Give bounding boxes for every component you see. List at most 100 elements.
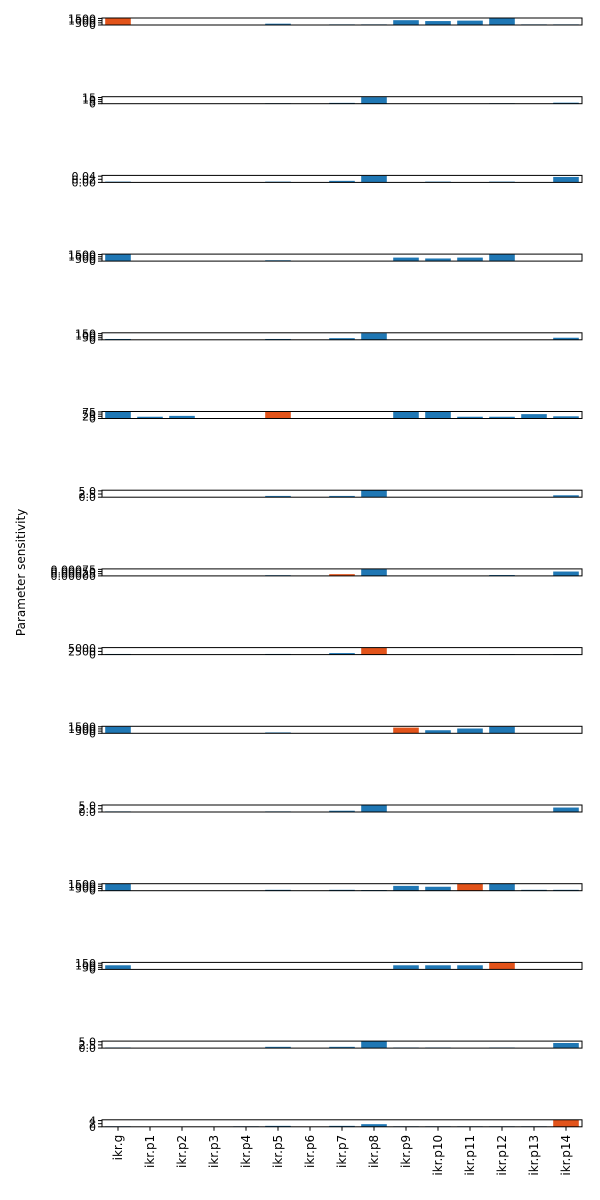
bar	[489, 18, 515, 25]
y-tick-label: 50	[82, 332, 96, 345]
bar	[393, 885, 419, 891]
y-tick-label: 1000	[68, 15, 96, 28]
x-tick-label: ikr.p12	[495, 1135, 509, 1176]
y-tick-label: 500	[75, 883, 96, 896]
bar	[393, 727, 419, 734]
axes-frame	[101, 253, 583, 262]
x-tick-label: ikr.p5	[271, 1135, 285, 1168]
bar	[329, 574, 355, 576]
y-tick-label: 0.00	[72, 176, 97, 189]
y-tick-label: 0.0	[79, 491, 97, 504]
x-tick-label: ikr.p14	[559, 1135, 573, 1176]
bar	[137, 416, 163, 419]
y-tick-label: 25	[82, 410, 96, 423]
bar	[393, 257, 419, 262]
bar	[105, 254, 131, 262]
bar	[329, 338, 355, 340]
y-tick-label: 0.0	[79, 806, 97, 819]
x-tick-label: ikr.p8	[367, 1135, 381, 1168]
y-tick-label: 0.00050	[51, 566, 97, 579]
bar	[361, 647, 387, 655]
bar	[265, 495, 291, 498]
axes-frame	[101, 1119, 583, 1128]
bar	[265, 1046, 291, 1049]
y-tick-label: 0.02	[72, 173, 97, 186]
y-tick-label: 0	[89, 727, 96, 740]
y-tick-label: 75	[82, 406, 96, 419]
y-tick-label: 0.00025	[51, 568, 97, 581]
y-tick-label: 1500	[68, 721, 96, 734]
bar	[553, 495, 579, 498]
x-tick-label: ikr.p13	[527, 1135, 541, 1176]
x-tick-label: ikr.p6	[303, 1135, 317, 1168]
y-tick-label: 5.0	[79, 485, 97, 498]
bar	[489, 726, 515, 734]
x-tick-label: ikr.p11	[463, 1135, 477, 1176]
y-tick-label: 5.0	[79, 800, 97, 813]
y-tick-label: 1500	[68, 12, 96, 25]
y-tick-label: 1500	[68, 249, 96, 262]
x-tick-label: ikr.p2	[175, 1135, 189, 1168]
x-tick-label: ikr.p10	[431, 1135, 445, 1176]
bar	[553, 416, 579, 419]
y-tick-label: 500	[75, 17, 96, 30]
y-tick-label: 1500	[68, 878, 96, 891]
y-tick-label: 150	[75, 957, 96, 970]
bar	[553, 102, 579, 104]
y-tick-label: 2.5	[79, 1039, 97, 1052]
axes-frame	[101, 568, 583, 577]
bar	[553, 176, 579, 183]
bar	[489, 883, 515, 891]
axes-frame	[101, 961, 583, 970]
bar	[457, 965, 483, 970]
bar	[265, 23, 291, 25]
y-tick-label: 0	[89, 334, 96, 347]
bar	[553, 1119, 579, 1127]
axes-frame	[101, 96, 583, 105]
y-tick-label: 5.0	[79, 1036, 97, 1049]
y-tick-label: 1000	[68, 880, 96, 893]
bar	[361, 1041, 387, 1049]
x-tick-label: ikr.p7	[335, 1135, 349, 1168]
y-tick-label: 0.0	[79, 1042, 97, 1055]
bar	[105, 965, 131, 970]
bar	[329, 180, 355, 183]
y-tick-label: 0	[89, 963, 96, 976]
bar	[361, 175, 387, 183]
y-tick-label: 0.04	[72, 170, 97, 183]
bar	[553, 1043, 579, 1049]
bar	[329, 495, 355, 498]
y-tick-label: 10	[82, 94, 96, 107]
y-tick-label: 1000	[68, 251, 96, 264]
bar	[457, 416, 483, 419]
bar	[361, 1124, 387, 1127]
y-tick-label: 0	[89, 19, 96, 32]
bar	[457, 257, 483, 262]
bar	[489, 254, 515, 262]
y-tick-label: 0	[89, 885, 96, 898]
y-tick-label: 0	[89, 649, 96, 662]
bar	[425, 258, 451, 262]
bar	[361, 805, 387, 812]
bar	[521, 414, 547, 419]
y-tick-label: 0.00075	[51, 563, 97, 576]
y-tick-label: 0	[89, 255, 96, 268]
bar	[425, 730, 451, 734]
bar	[361, 490, 387, 498]
x-tick-label: ikr.p3	[207, 1135, 221, 1168]
y-tick-label: 50	[82, 408, 96, 421]
bar	[425, 21, 451, 25]
bar	[361, 333, 387, 340]
bar	[425, 965, 451, 970]
y-tick-label: 0	[89, 413, 96, 426]
bar	[489, 416, 515, 419]
y-tick-label: 500	[75, 725, 96, 738]
bar	[553, 807, 579, 812]
bar	[329, 810, 355, 812]
y-tick-label: 150	[75, 328, 96, 341]
y-tick-label: 2500	[68, 645, 96, 658]
y-tick-label: 0	[89, 98, 96, 111]
bar	[329, 1046, 355, 1049]
y-tick-label: 5	[89, 96, 96, 109]
